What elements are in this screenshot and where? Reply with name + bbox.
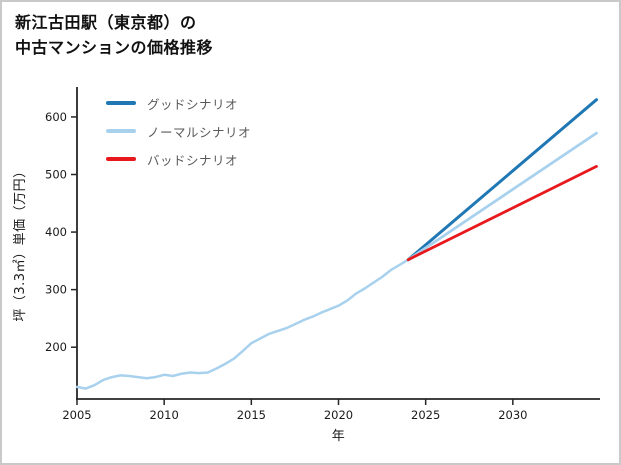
legend-label-good: グッドシナリオ	[147, 96, 239, 112]
svg-text:400: 400	[45, 225, 67, 239]
svg-text:200: 200	[45, 340, 67, 354]
svg-text:2010: 2010	[150, 408, 179, 422]
legend-item-good: グッドシナリオ	[106, 89, 251, 117]
legend-label-normal: ノーマルシナリオ	[147, 124, 252, 140]
legend-line-bad-icon	[106, 157, 136, 161]
svg-text:2015: 2015	[237, 408, 266, 422]
svg-text:年: 年	[332, 429, 346, 444]
legend-item-bad: バッドシナリオ	[106, 145, 251, 173]
svg-text:2005: 2005	[62, 408, 91, 422]
svg-text:600: 600	[45, 110, 67, 124]
legend-item-normal: ノーマルシナリオ	[106, 117, 251, 145]
legend-line-normal-icon	[106, 129, 136, 133]
legend-label-bad: バッドシナリオ	[147, 152, 239, 168]
svg-text:2025: 2025	[411, 408, 440, 422]
svg-text:2020: 2020	[324, 408, 353, 422]
svg-text:300: 300	[45, 283, 67, 297]
chart-title-line-2: 中古マンションの価格推移	[15, 37, 214, 57]
legend-line-good-icon	[106, 101, 136, 105]
chart-legend: グッドシナリオ ノーマルシナリオ バッドシナリオ	[106, 89, 251, 173]
svg-text:坪（3.3㎡）単価（万円）: 坪（3.3㎡）単価（万円）	[12, 164, 28, 321]
svg-text:2030: 2030	[498, 408, 527, 422]
chart-title: 新江古田駅（東京都）の 中古マンションの価格推移	[15, 11, 213, 61]
chart-title-line-1: 新江古田駅（東京都）の	[15, 13, 197, 32]
svg-text:500: 500	[45, 167, 67, 181]
